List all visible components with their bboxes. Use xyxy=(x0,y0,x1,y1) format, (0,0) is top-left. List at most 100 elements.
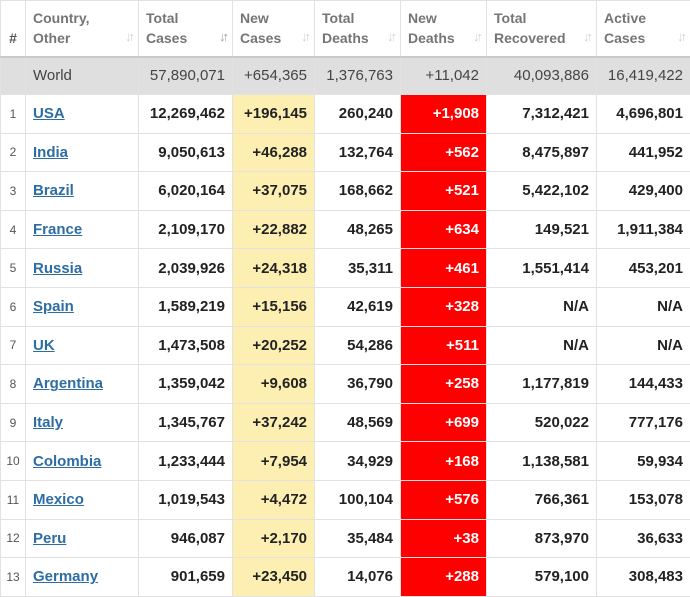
country-link[interactable]: Russia xyxy=(33,260,82,277)
total-recovered-cell: 873,970 xyxy=(487,519,597,558)
country-link[interactable]: Peru xyxy=(33,530,66,547)
row-index xyxy=(1,57,26,95)
total-cases-cell: 57,890,071 xyxy=(139,57,233,95)
sort-icon[interactable]: ↓↑ xyxy=(387,27,394,47)
total-deaths-cell: 168,662 xyxy=(315,172,401,211)
total-recovered-cell: 7,312,421 xyxy=(487,95,597,134)
country-link[interactable]: India xyxy=(33,144,68,161)
row-index: 11 xyxy=(1,480,26,519)
new-deaths-cell: +11,042 xyxy=(401,57,487,95)
country-cell: Brazil xyxy=(26,172,139,211)
country-link[interactable]: Mexico xyxy=(33,491,84,508)
active-cases-cell: 308,483 xyxy=(597,558,690,597)
total-cases-cell: 901,659 xyxy=(139,558,233,597)
new-cases-cell: +24,318 xyxy=(233,249,315,288)
row-index: 9 xyxy=(1,403,26,442)
new-cases-cell: +2,170 xyxy=(233,519,315,558)
country-link[interactable]: Spain xyxy=(33,298,74,315)
total-cases-cell: 2,039,926 xyxy=(139,249,233,288)
sort-desc-icon[interactable]: ↓↑ xyxy=(219,27,226,47)
sort-icon[interactable]: ↓↑ xyxy=(301,27,308,47)
header-country[interactable]: Country,Other ↓↑ xyxy=(26,1,139,57)
new-deaths-cell: +461 xyxy=(401,249,487,288)
total-recovered-cell: N/A xyxy=(487,326,597,365)
active-cases-cell: N/A xyxy=(597,287,690,326)
active-cases-cell: 153,078 xyxy=(597,480,690,519)
total-recovered-cell: 520,022 xyxy=(487,403,597,442)
country-cell: Spain xyxy=(26,287,139,326)
row-index: 4 xyxy=(1,210,26,249)
country-cell: Italy xyxy=(26,403,139,442)
header-index-label: # xyxy=(9,30,17,46)
total-deaths-cell: 36,790 xyxy=(315,365,401,404)
new-cases-cell: +9,608 xyxy=(233,365,315,404)
new-cases-cell: +46,288 xyxy=(233,133,315,172)
total-recovered-cell: 766,361 xyxy=(487,480,597,519)
row-index: 2 xyxy=(1,133,26,172)
new-cases-cell: +654,365 xyxy=(233,57,315,95)
country-cell: Colombia xyxy=(26,442,139,481)
country-link[interactable]: Argentina xyxy=(33,375,103,392)
active-cases-cell: 429,400 xyxy=(597,172,690,211)
row-index: 10 xyxy=(1,442,26,481)
total-deaths-cell: 42,619 xyxy=(315,287,401,326)
country-cell: Mexico xyxy=(26,480,139,519)
sort-icon[interactable]: ↓↑ xyxy=(473,27,480,47)
row-index: 8 xyxy=(1,365,26,404)
country-link[interactable]: France xyxy=(33,221,82,238)
new-cases-cell: +20,252 xyxy=(233,326,315,365)
country-link[interactable]: USA xyxy=(33,105,65,122)
country-link[interactable]: Italy xyxy=(33,414,63,431)
active-cases-cell: 777,176 xyxy=(597,403,690,442)
new-deaths-cell: +511 xyxy=(401,326,487,365)
country-link[interactable]: Brazil xyxy=(33,182,74,199)
total-deaths-cell: 260,240 xyxy=(315,95,401,134)
active-cases-cell: 59,934 xyxy=(597,442,690,481)
new-cases-cell: +196,145 xyxy=(233,95,315,134)
new-cases-cell: +22,882 xyxy=(233,210,315,249)
header-country-label: Country,Other xyxy=(33,8,131,48)
total-deaths-cell: 35,484 xyxy=(315,519,401,558)
new-cases-cell: +37,075 xyxy=(233,172,315,211)
sort-icon[interactable]: ↓↑ xyxy=(677,27,684,47)
total-cases-cell: 1,019,543 xyxy=(139,480,233,519)
new-deaths-cell: +258 xyxy=(401,365,487,404)
country-link[interactable]: Colombia xyxy=(33,453,101,470)
sort-icon[interactable]: ↓↑ xyxy=(125,27,132,47)
row-index: 13 xyxy=(1,558,26,597)
country-link[interactable]: UK xyxy=(33,337,55,354)
new-deaths-cell: +634 xyxy=(401,210,487,249)
total-deaths-cell: 1,376,763 xyxy=(315,57,401,95)
sort-icon[interactable]: ↓↑ xyxy=(583,27,590,47)
country-link[interactable]: Germany xyxy=(33,568,98,585)
new-deaths-cell: +288 xyxy=(401,558,487,597)
total-cases-cell: 9,050,613 xyxy=(139,133,233,172)
active-cases-cell: 16,419,422 xyxy=(597,57,690,95)
row-index: 1 xyxy=(1,95,26,134)
total-cases-cell: 1,589,219 xyxy=(139,287,233,326)
total-cases-cell: 2,109,170 xyxy=(139,210,233,249)
total-recovered-cell: 5,422,102 xyxy=(487,172,597,211)
row-index: 6 xyxy=(1,287,26,326)
total-deaths-cell: 132,764 xyxy=(315,133,401,172)
